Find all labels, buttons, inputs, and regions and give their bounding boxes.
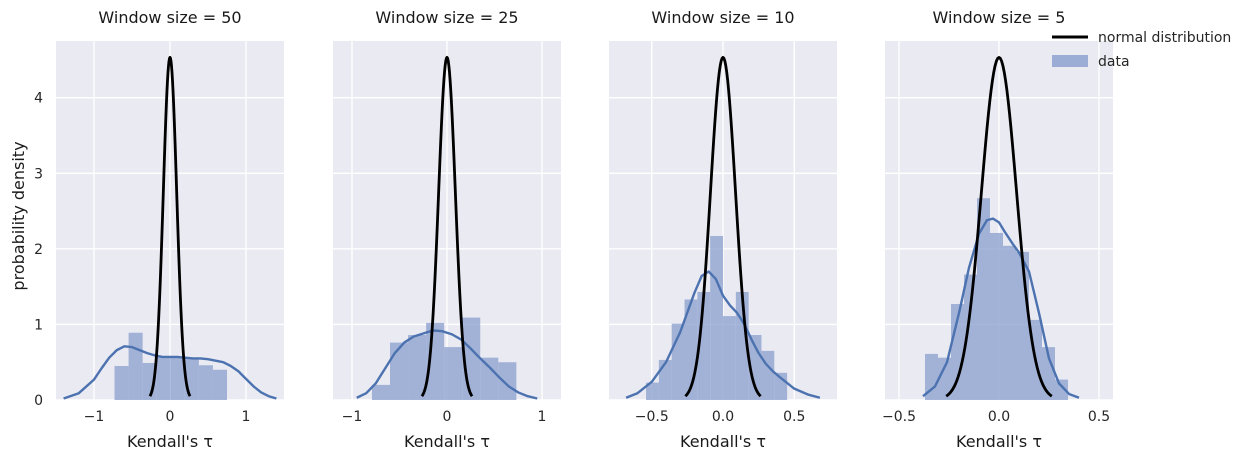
hist-bar [128,332,143,400]
panel-4: Window size = 5 −0.5 0.0 0.5 Kendall's τ [882,8,1113,451]
y-tick-label: 2 [34,242,43,258]
kde-line [922,217,1080,399]
x-tick-label: 0.5 [783,409,805,425]
x-tick-label: 0.5 [1088,409,1110,425]
legend-swatch-data [1052,55,1088,67]
hist-bar [480,357,499,400]
gridlines [333,41,561,401]
x-axis-label: Kendall's τ [956,432,1042,451]
panel-title: Window size = 5 [933,8,1066,27]
hist-bar [156,356,171,400]
kde-line [63,345,277,400]
x-tick-label: −0.5 [635,409,669,425]
hist-bar [723,316,736,400]
hist-bar [444,347,463,400]
hist-bar [390,342,409,400]
y-tick-label: 4 [34,91,43,107]
hist-bar [646,382,659,400]
panel-2: Window size = 25 −1 0 1 Kendall's τ [333,8,561,451]
x-tick-label: 0.0 [988,409,1010,425]
x-axis-label: Kendall's τ [680,432,766,451]
y-tick-label: 1 [34,317,43,333]
kde-line [356,329,538,400]
hist-bar [170,357,185,400]
legend-label: normal distribution [1098,30,1231,46]
panel-1: Window size = 50 −1 0 1 Kendall's τ 0 1 2 3 4 [34,8,284,451]
hist-bar [1003,245,1016,400]
panel-3: Window size = 10 −0.5 0.0 0.5 Kendall's τ [609,8,837,451]
hist-bar [977,198,990,400]
normal-line [420,55,474,397]
x-tick-label: 0 [443,409,452,425]
hist-bar [710,235,723,400]
x-tick-label: 1 [242,409,251,425]
hist-bar [990,232,1003,400]
gridlines [56,41,284,401]
hist-bar [1016,251,1029,400]
y-tick-label: 3 [34,166,43,182]
hist-bar [1055,379,1068,400]
x-tick-label: −0.5 [882,409,916,425]
hist-bar [212,369,227,400]
hist-bar [658,359,672,400]
legend-label: data [1098,54,1130,70]
x-tick-label: −1 [84,409,105,425]
hist-bar [925,353,938,400]
hist-bar [371,384,390,400]
hist-bar [938,357,951,400]
normal-line [684,55,762,398]
x-axis-label: Kendall's τ [404,432,490,451]
kde-line [625,270,821,399]
x-tick-label: −1 [342,409,363,425]
hist-bar [114,365,129,400]
x-tick-label: 1 [538,409,547,425]
legend: normal distribution data [1052,30,1231,70]
panel-title: Window size = 50 [98,8,241,27]
y-axis-label: probability density [9,141,28,290]
hist-bar [198,365,213,400]
panel-title: Window size = 25 [375,8,518,27]
x-tick-label: 0.0 [712,409,734,425]
hist-bar [964,274,977,400]
normal-line [148,55,192,397]
panel-title: Window size = 10 [651,8,794,27]
hist-bar [498,362,517,400]
hist-bar [408,335,427,400]
y-tick-label: 0 [34,393,43,409]
normal-line [945,55,1053,398]
x-tick-label: 0 [166,409,175,425]
x-axis-label: Kendall's τ [127,432,213,451]
